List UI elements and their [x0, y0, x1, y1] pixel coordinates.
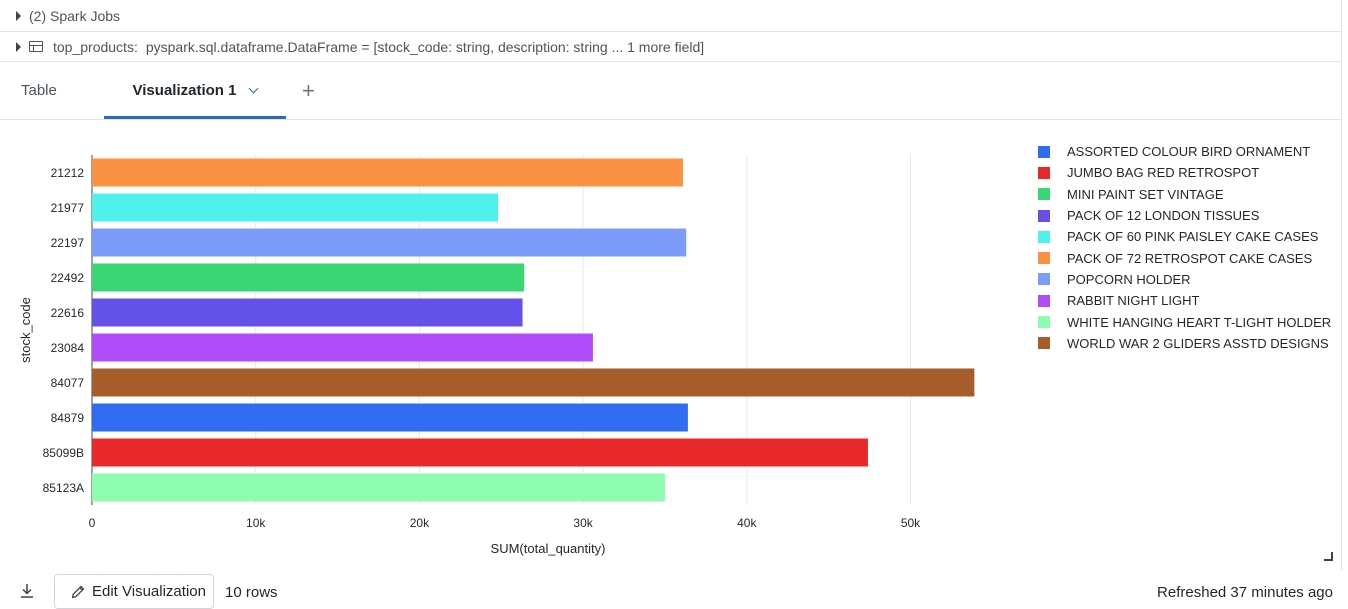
y-tick-label: 84077: [51, 376, 85, 390]
legend-label: JUMBO BAG RED RETROSPOT: [1067, 165, 1260, 181]
y-axis-title: stock_code: [18, 297, 33, 363]
x-tick-label: 10k: [246, 516, 266, 530]
bar: [92, 298, 523, 327]
legend-swatch: [1038, 188, 1050, 201]
y-tick-label: 85099B: [43, 446, 84, 460]
legend-item[interactable]: PACK OF 72 RETROSPOT CAKE CASES: [1038, 247, 1331, 268]
y-tick-label: 21212: [51, 166, 85, 180]
legend-swatch: [1038, 145, 1050, 158]
legend-swatch: [1038, 209, 1050, 222]
spark-jobs-label: (2) Spark Jobs: [29, 7, 121, 24]
table-icon: [29, 41, 43, 52]
result-footer: Edit Visualization 10 rows Refreshed 37 …: [0, 574, 1348, 609]
pencil-icon: [71, 585, 85, 598]
x-tick-label: 40k: [737, 516, 757, 530]
legend-item[interactable]: WORLD WAR 2 GLIDERS ASSTD DESIGNS: [1038, 333, 1331, 354]
legend-swatch: [1038, 166, 1050, 179]
x-axis-title: SUM(total_quantity): [491, 541, 606, 556]
legend-item[interactable]: POPCORN HOLDER: [1038, 269, 1331, 290]
bar-chart: 0 10k 20k 30k 40k 50k 21212 21977 22197 22492 2261…: [18, 155, 975, 556]
plus-icon: +: [302, 77, 315, 103]
bar: [92, 438, 868, 467]
bar: [92, 193, 498, 222]
legend-label: MINI PAINT SET VINTAGE: [1067, 186, 1224, 202]
legend-swatch: [1038, 273, 1050, 286]
legend-swatch: [1038, 337, 1050, 350]
add-tab-button[interactable]: +: [302, 62, 315, 119]
y-tick-label: 84879: [51, 411, 85, 425]
legend-swatch: [1038, 252, 1050, 265]
tab-visualization-1[interactable]: Visualization 1: [104, 62, 286, 119]
download-icon[interactable]: [18, 582, 36, 600]
result-tabs: Table Visualization 1 +: [0, 62, 1342, 120]
dataframe-schema-row[interactable]: top_products: pyspark.sql.dataframe.Data…: [0, 32, 1342, 61]
y-tick-label: 22492: [51, 271, 85, 285]
legend-item[interactable]: WHITE HANGING HEART T-LIGHT HOLDER: [1038, 311, 1331, 332]
expand-caret-icon[interactable]: [16, 41, 21, 52]
refreshed-timestamp: Refreshed 37 minutes ago: [1157, 584, 1333, 601]
dataframe-name: top_products:: [53, 38, 138, 55]
y-tick-label: 21977: [51, 201, 85, 215]
resize-handle-icon[interactable]: [1324, 552, 1333, 561]
bar: [92, 158, 683, 187]
legend-label: WORLD WAR 2 GLIDERS ASSTD DESIGNS: [1067, 335, 1329, 351]
legend-item[interactable]: JUMBO BAG RED RETROSPOT: [1038, 162, 1331, 183]
chart-legend: ASSORTED COLOUR BIRD ORNAMENT JUMBO BAG R…: [1038, 141, 1331, 354]
x-tick-label: 20k: [410, 516, 430, 530]
legend-label: PACK OF 72 RETROSPOT CAKE CASES: [1067, 250, 1313, 266]
divider: [0, 31, 1342, 32]
bar: [92, 263, 525, 292]
legend-item[interactable]: PACK OF 60 PINK PAISLEY CAKE CASES: [1038, 226, 1331, 247]
legend-item[interactable]: RABBIT NIGHT LIGHT: [1038, 290, 1331, 311]
cell-border: [1341, 0, 1342, 570]
legend-swatch: [1038, 230, 1050, 243]
y-tick-label: 23084: [51, 341, 85, 355]
legend-label: ASSORTED COLOUR BIRD ORNAMENT: [1067, 144, 1311, 160]
y-tick-label: 22197: [51, 236, 85, 250]
x-tick-label: 30k: [573, 516, 593, 530]
divider: [0, 61, 1342, 62]
x-tick-label: 50k: [901, 516, 921, 530]
edit-visualization-button[interactable]: Edit Visualization: [54, 574, 214, 609]
tab-visualization-label: Visualization 1: [132, 82, 237, 99]
bar: [92, 473, 665, 502]
legend-label: PACK OF 60 PINK PAISLEY CAKE CASES: [1067, 229, 1319, 245]
legend-item[interactable]: PACK OF 12 LONDON TISSUES: [1038, 205, 1331, 226]
y-tick-label: 22616: [51, 306, 85, 320]
bar: [92, 228, 687, 257]
legend-item[interactable]: MINI PAINT SET VINTAGE: [1038, 184, 1331, 205]
y-tick-label: 85123A: [43, 481, 84, 495]
tab-table-label: Table: [21, 82, 57, 99]
spark-jobs-row[interactable]: (2) Spark Jobs: [0, 0, 1342, 31]
dataframe-type: pyspark.sql.dataframe.DataFrame = [stock…: [145, 38, 705, 55]
active-tab-indicator: [104, 116, 286, 119]
legend-item[interactable]: ASSORTED COLOUR BIRD ORNAMENT: [1038, 141, 1331, 162]
legend-label: POPCORN HOLDER: [1067, 271, 1191, 287]
legend-swatch: [1038, 316, 1050, 329]
bar: [92, 368, 975, 397]
legend-swatch: [1038, 294, 1050, 307]
edit-visualization-label: Edit Visualization: [92, 583, 206, 600]
expand-caret-icon[interactable]: [16, 10, 21, 21]
legend-label: WHITE HANGING HEART T-LIGHT HOLDER: [1067, 314, 1332, 330]
chevron-down-icon[interactable]: [249, 83, 259, 93]
legend-label: RABBIT NIGHT LIGHT: [1067, 293, 1200, 309]
row-count: 10 rows: [225, 584, 278, 601]
tab-table[interactable]: Table: [21, 62, 57, 119]
x-tick-label: 0: [89, 516, 96, 530]
bar: [92, 333, 593, 362]
legend-label: PACK OF 12 LONDON TISSUES: [1067, 208, 1260, 224]
bar: [92, 403, 688, 432]
